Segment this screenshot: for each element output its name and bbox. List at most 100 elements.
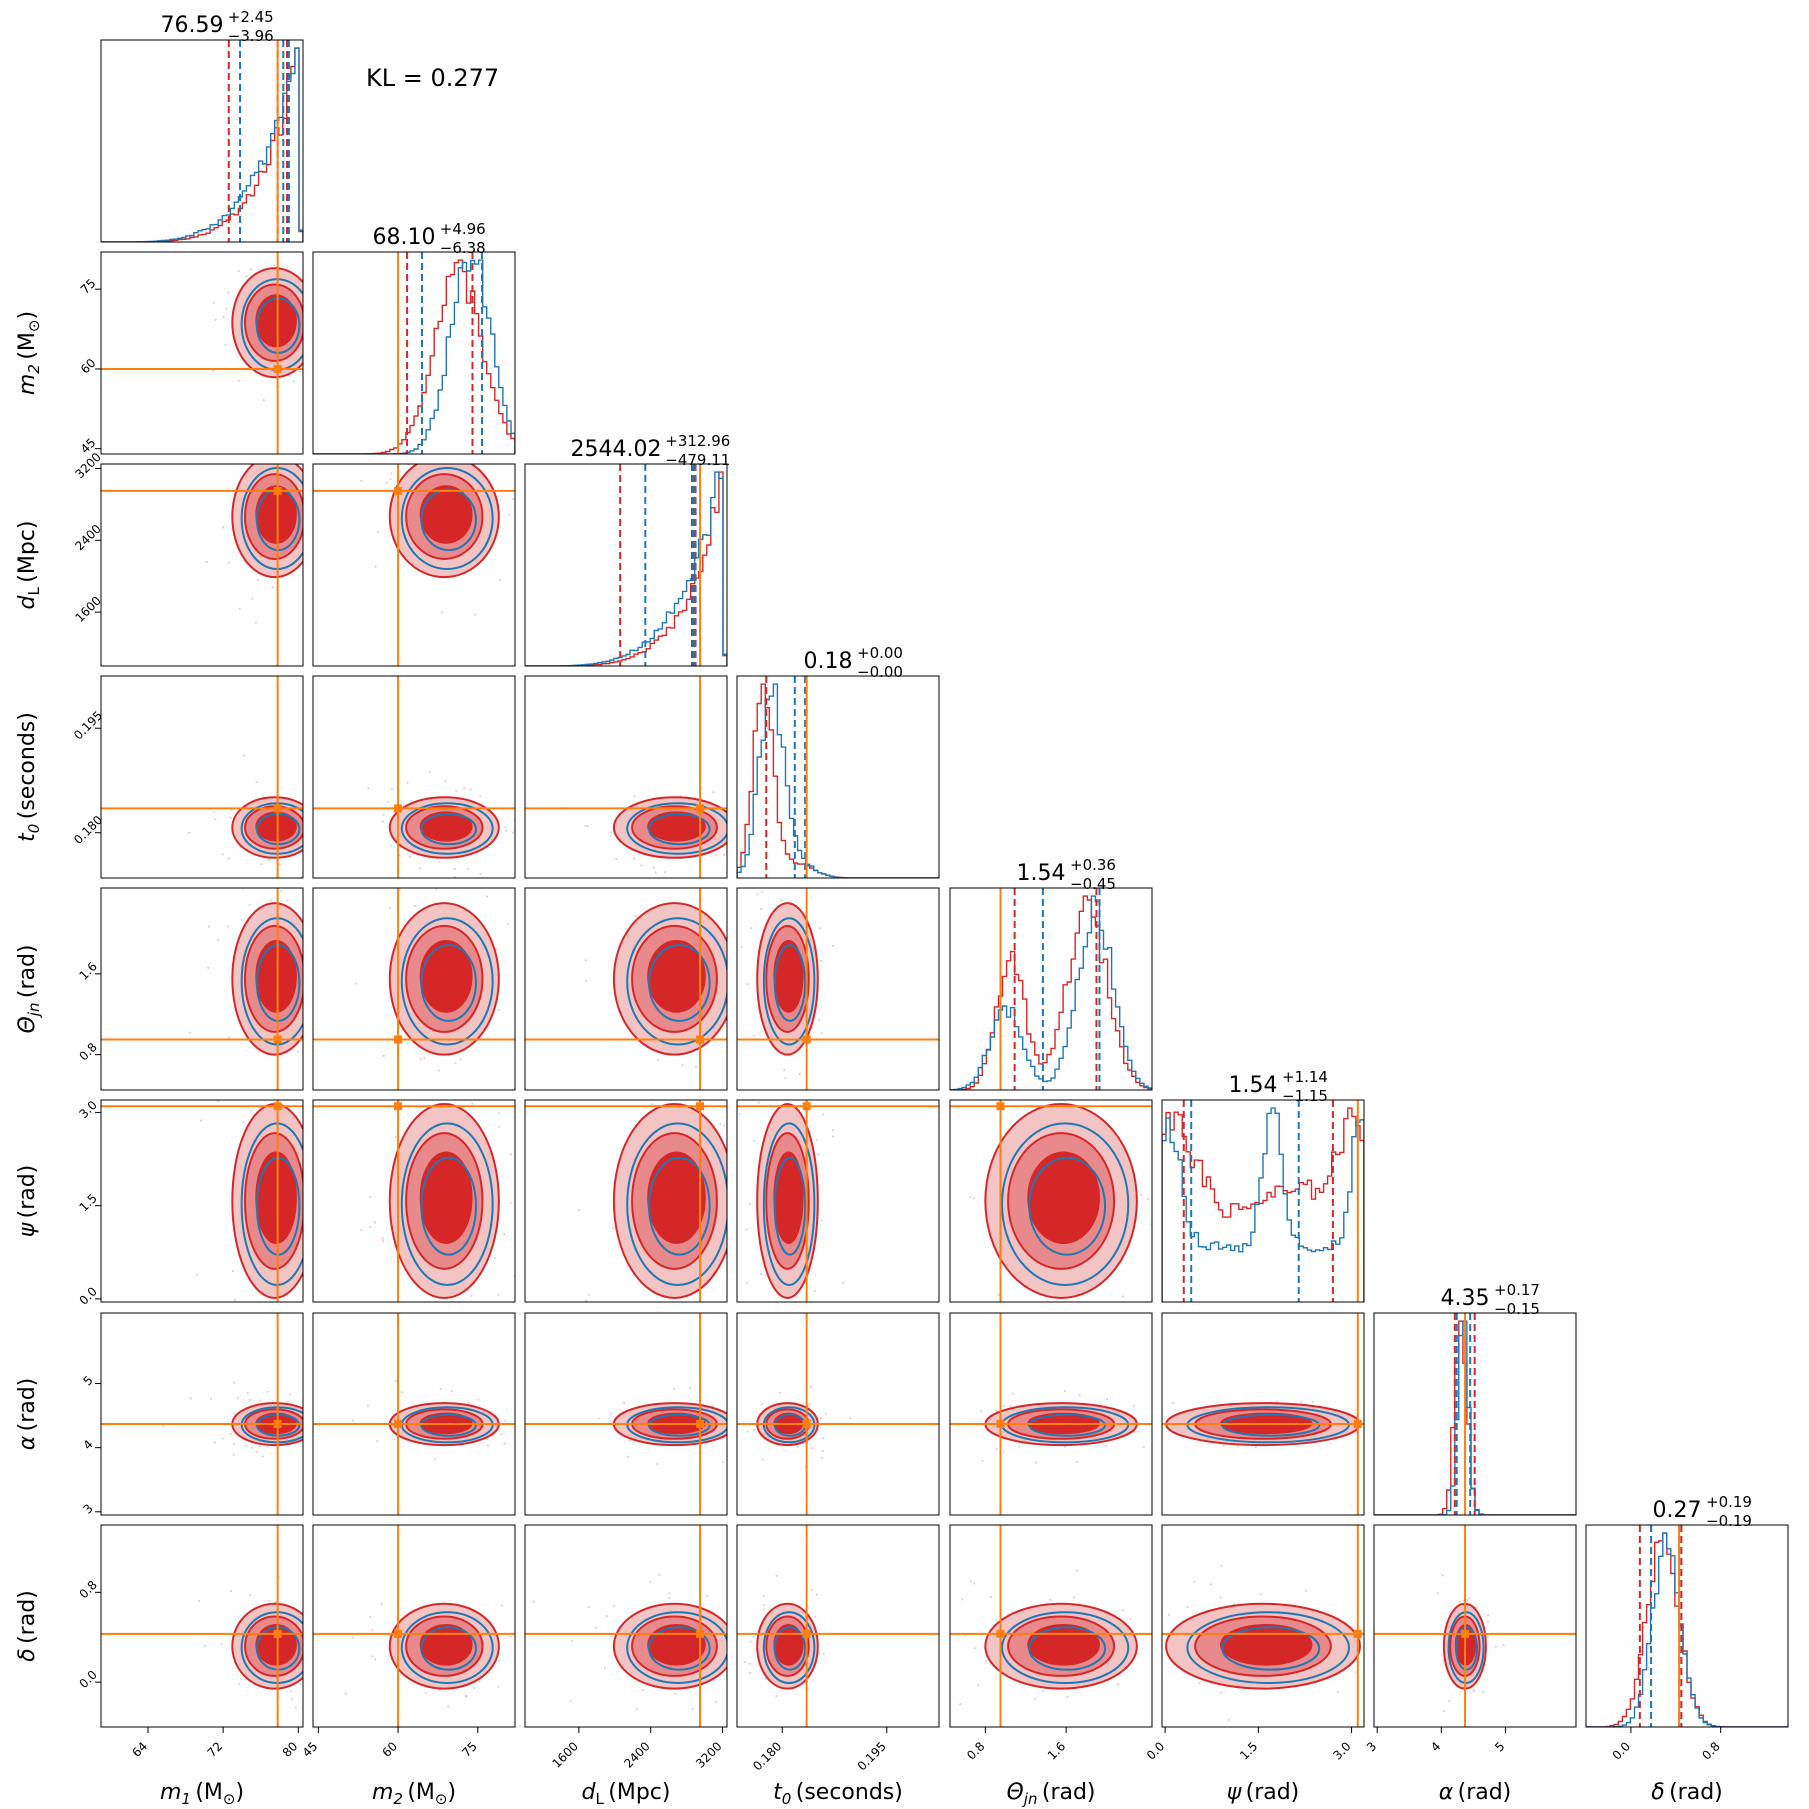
scatter-point	[509, 461, 511, 463]
contour-blue-outer	[1001, 1122, 1130, 1287]
scatter-point	[752, 1034, 756, 1037]
scatter-point	[831, 944, 834, 948]
scatter-point	[515, 1663, 517, 1665]
scatter-point	[612, 1605, 616, 1608]
scatter-point	[818, 927, 822, 930]
scatter-point	[743, 1660, 746, 1663]
scatter-point	[1366, 1418, 1368, 1420]
histogram-title: 76.59	[161, 13, 224, 38]
scatter-point	[423, 1057, 426, 1060]
scatter-point	[1144, 1599, 1146, 1601]
scatter-point	[307, 963, 309, 965]
scatter-point	[733, 1643, 735, 1645]
scatter-point	[609, 831, 613, 834]
scatter-point	[1076, 1460, 1079, 1464]
scatter-point	[220, 1643, 223, 1646]
scatter-point	[817, 1018, 821, 1022]
y-tick-label: 0.0	[76, 1668, 99, 1691]
histogram-psi: 1.54 +1.14−1.15	[1161, 1068, 1365, 1303]
panel-frame	[1373, 1524, 1577, 1728]
scatter-point	[187, 831, 190, 834]
contour-blue-outer	[1001, 1611, 1130, 1684]
scatter-point	[722, 1124, 726, 1127]
scatter-point	[1116, 1683, 1119, 1686]
panel-t0-vs-m1	[100, 675, 304, 879]
scatter-point	[266, 1390, 269, 1393]
truth-marker	[802, 1629, 811, 1638]
scatter-point	[444, 779, 447, 782]
title-minus-error: −479.11	[665, 451, 730, 469]
title-plus-error: +312.96	[665, 432, 730, 450]
scatter-point	[520, 1705, 522, 1707]
scatter-point	[230, 1590, 233, 1593]
x-axis-label-dL: dL (Mpc)	[582, 1780, 671, 1808]
scatter-point	[428, 770, 431, 773]
scatter-point	[250, 268, 253, 271]
scatter-point	[357, 1614, 359, 1616]
panel-frame	[312, 1099, 516, 1303]
truth-marker	[802, 1419, 811, 1428]
scatter-point	[731, 1414, 733, 1416]
scatter-point	[640, 864, 643, 867]
scatter-point	[327, 1411, 329, 1413]
scatter-point	[318, 552, 320, 554]
contour-blue-inner	[773, 1626, 807, 1671]
scatter-point	[626, 1264, 629, 1267]
contour-blue-outer	[762, 917, 816, 1046]
scatter-point	[298, 459, 300, 461]
scatter-point	[314, 1133, 316, 1135]
scatter-point	[1198, 1682, 1201, 1685]
scatter-point	[306, 1103, 308, 1105]
scatter-point	[250, 1318, 252, 1320]
scatter-point	[775, 1574, 778, 1577]
scatter-point	[901, 1227, 903, 1229]
scatter-point	[749, 1640, 752, 1643]
panel-frame	[736, 887, 940, 1091]
scatter-point	[754, 929, 756, 931]
scatter-point	[255, 781, 258, 784]
scatter-point	[315, 1635, 317, 1637]
histogram-blue	[1586, 1532, 1788, 1727]
scatter-point	[1024, 1322, 1026, 1324]
scatter-point	[842, 1281, 845, 1284]
truth-marker	[1353, 1629, 1362, 1638]
scatter-point	[477, 1398, 480, 1401]
scatter-point	[293, 1359, 295, 1361]
scatter-point	[1236, 1445, 1240, 1448]
scatter-point	[731, 1590, 733, 1592]
contour-blue-outer	[762, 1122, 816, 1287]
scatter-point	[532, 1600, 535, 1603]
scatter-point	[762, 1608, 766, 1611]
scatter-point	[381, 1237, 384, 1240]
scatter-point	[310, 564, 312, 566]
scatter-point	[681, 1064, 684, 1067]
scatter-point	[813, 1615, 816, 1618]
panel-psi-vs-theta	[901, 1096, 1153, 1324]
scatter-point	[309, 511, 311, 513]
title-plus-error: +0.00	[857, 644, 903, 662]
scatter-point	[1120, 1096, 1122, 1098]
scatter-point	[238, 1682, 241, 1686]
scatter-point	[760, 908, 763, 911]
contour-blue-outer	[400, 802, 494, 855]
contour-1sigma	[647, 1151, 706, 1245]
scatter-point	[401, 462, 403, 464]
scatter-point	[761, 1402, 764, 1406]
scatter-point	[611, 1227, 615, 1230]
contour-blue-outer	[400, 1122, 494, 1287]
scatter-point	[798, 1072, 801, 1076]
scatter-point	[231, 1072, 233, 1074]
y-axis-label-alpha: α (rad)	[15, 1378, 40, 1451]
y-tick-label: 3.0	[76, 1098, 99, 1121]
histogram-title: 68.10	[373, 225, 436, 250]
contour-blue-inner	[420, 488, 477, 552]
scatter-point	[1075, 1569, 1078, 1572]
scatter-point	[1140, 1193, 1143, 1196]
scatter-point	[1380, 1640, 1382, 1642]
scatter-point	[408, 855, 411, 858]
scatter-point	[308, 1446, 310, 1448]
scatter-point	[1487, 1614, 1490, 1617]
contour-1sigma	[419, 811, 473, 842]
truth-marker	[394, 804, 403, 813]
scatter-point	[663, 871, 667, 874]
